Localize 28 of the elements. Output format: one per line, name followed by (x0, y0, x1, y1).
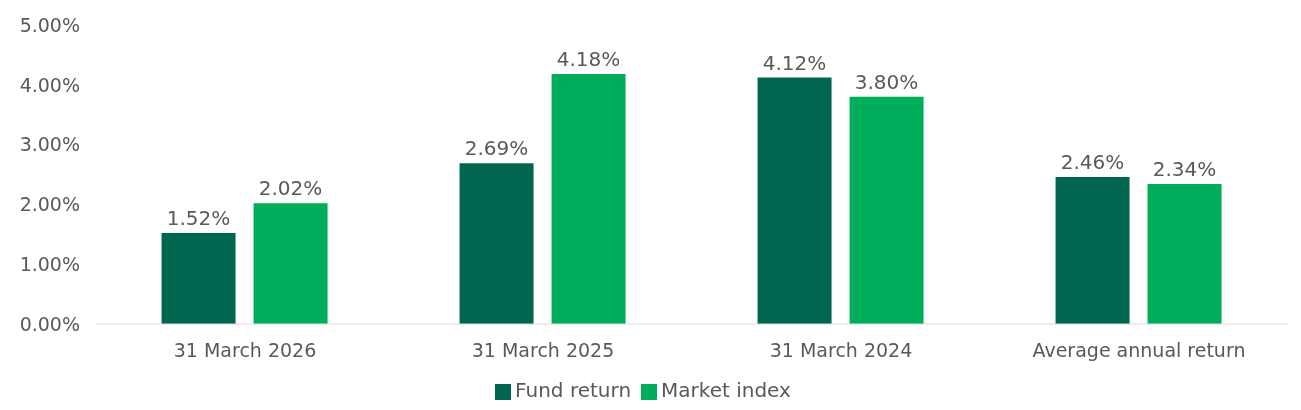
y-tick-label: 1.00% (19, 252, 80, 275)
data-label: 3.80% (854, 69, 919, 94)
legend-label: Fund return (515, 378, 632, 402)
bar (161, 233, 236, 324)
bar (253, 203, 328, 324)
data-label: 1.52% (166, 206, 231, 231)
x-tick-label: 31 March 2024 (769, 339, 913, 362)
y-tick-label: 3.00% (19, 133, 80, 156)
data-label: 2.46% (1060, 149, 1125, 174)
bar (1055, 176, 1130, 324)
bar (1147, 184, 1222, 324)
x-tick-label: 31 March 2025 (471, 339, 615, 362)
bar (757, 77, 832, 324)
data-label: 4.12% (762, 50, 827, 75)
x-tick-label: Average annual return (1032, 339, 1246, 362)
bar (849, 96, 924, 324)
data-label: 2.34% (1152, 157, 1217, 182)
legend-label: Market index (661, 378, 791, 402)
data-label: 2.69% (464, 136, 529, 161)
y-tick-label: 4.00% (19, 73, 80, 96)
bar (459, 163, 534, 324)
y-tick-label: 0.00% (19, 312, 80, 335)
y-tick-label: 2.00% (19, 193, 80, 216)
bar (551, 74, 626, 324)
data-label: 4.18% (556, 47, 621, 72)
data-label: 2.02% (258, 176, 323, 201)
x-tick-label: 31 March 2026 (173, 339, 317, 362)
y-tick-label: 5.00% (19, 13, 80, 36)
